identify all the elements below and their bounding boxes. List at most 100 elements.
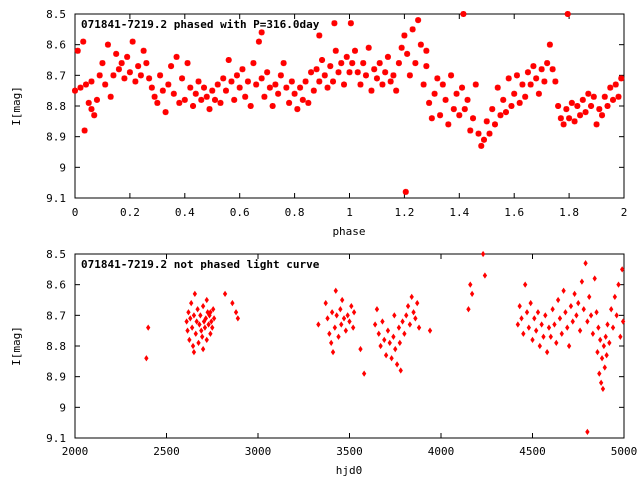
x-axis-label: hjd0 bbox=[336, 464, 363, 477]
data-point bbox=[571, 118, 578, 125]
data-point bbox=[146, 75, 153, 82]
data-point bbox=[200, 345, 206, 353]
data-point bbox=[533, 75, 540, 82]
data-point bbox=[544, 60, 551, 67]
data-point bbox=[316, 78, 323, 85]
y-tick-label: 8.9 bbox=[46, 371, 66, 384]
data-point bbox=[420, 81, 427, 88]
data-point bbox=[299, 96, 306, 103]
x-tick-label: 3000 bbox=[245, 445, 272, 458]
data-point bbox=[327, 330, 332, 337]
data-point bbox=[329, 309, 335, 316]
data-point bbox=[615, 93, 622, 100]
data-point bbox=[434, 75, 441, 82]
data-point bbox=[466, 306, 471, 313]
x-tick-label: 1 bbox=[346, 206, 353, 219]
data-point bbox=[561, 287, 566, 294]
data-point bbox=[565, 324, 570, 331]
data-point bbox=[564, 11, 571, 17]
data-point bbox=[327, 63, 334, 70]
data-point bbox=[460, 11, 467, 17]
data-point bbox=[333, 287, 338, 294]
data-point bbox=[258, 29, 265, 36]
data-point bbox=[597, 370, 602, 377]
x-tick-label: 1.2 bbox=[394, 206, 414, 219]
x-tick-label: 2500 bbox=[153, 445, 180, 458]
data-point bbox=[557, 115, 564, 122]
x-tick-label: 0 bbox=[72, 206, 79, 219]
data-point bbox=[568, 303, 574, 310]
x-tick-label: 0.2 bbox=[120, 206, 140, 219]
data-point bbox=[220, 75, 227, 82]
data-point bbox=[121, 75, 128, 82]
data-point bbox=[151, 93, 158, 100]
y-tick-label: 8.6 bbox=[46, 39, 66, 52]
data-point bbox=[468, 281, 473, 288]
data-point bbox=[588, 103, 595, 109]
data-point bbox=[140, 47, 147, 54]
data-point bbox=[194, 318, 199, 325]
data-point bbox=[186, 309, 191, 316]
data-point bbox=[208, 309, 213, 316]
data-point bbox=[406, 72, 413, 79]
data-point bbox=[93, 96, 100, 103]
data-point bbox=[535, 90, 542, 97]
data-point bbox=[508, 103, 515, 109]
data-point bbox=[146, 324, 151, 331]
data-point bbox=[104, 41, 111, 48]
data-point bbox=[255, 38, 262, 45]
data-point bbox=[483, 118, 490, 125]
data-point bbox=[82, 81, 89, 88]
data-point bbox=[519, 81, 526, 88]
data-point bbox=[338, 306, 343, 313]
data-point bbox=[330, 78, 337, 85]
data-point bbox=[550, 306, 555, 313]
data-point bbox=[602, 364, 607, 371]
data-point bbox=[325, 315, 330, 322]
data-point bbox=[233, 72, 240, 79]
data-point bbox=[269, 103, 276, 109]
data-point bbox=[385, 327, 391, 334]
y-tick-label: 8.6 bbox=[46, 279, 66, 292]
data-point bbox=[321, 72, 328, 79]
data-point bbox=[199, 327, 204, 334]
y-tick-label: 9 bbox=[59, 401, 66, 414]
chart-title: 071841-7219.2 phased with P=316.0day bbox=[81, 18, 320, 31]
data-point bbox=[566, 115, 573, 122]
data-point bbox=[563, 106, 570, 113]
data-point bbox=[489, 106, 496, 113]
data-point bbox=[358, 345, 363, 353]
data-point bbox=[332, 324, 338, 331]
data-point bbox=[516, 99, 523, 106]
data-point bbox=[464, 96, 471, 103]
x-tick-label: 0.4 bbox=[175, 206, 195, 219]
data-point bbox=[601, 342, 607, 350]
data-point bbox=[546, 41, 553, 48]
data-point bbox=[618, 333, 623, 340]
data-point bbox=[373, 75, 380, 82]
data-point bbox=[528, 299, 533, 307]
y-tick-label: 9.1 bbox=[46, 432, 66, 445]
data-point bbox=[329, 339, 334, 347]
data-point bbox=[338, 60, 345, 67]
data-point bbox=[159, 87, 166, 94]
data-point bbox=[211, 315, 217, 322]
data-point bbox=[577, 112, 584, 119]
data-point bbox=[532, 315, 537, 322]
data-point bbox=[391, 333, 396, 340]
data-point bbox=[235, 315, 241, 322]
data-point bbox=[482, 272, 488, 279]
data-point bbox=[526, 324, 532, 331]
data-point bbox=[347, 318, 352, 325]
data-point bbox=[596, 324, 601, 331]
data-point bbox=[170, 90, 177, 97]
data-point bbox=[210, 324, 215, 331]
data-point bbox=[599, 355, 605, 362]
data-point bbox=[85, 99, 92, 106]
data-point bbox=[148, 84, 155, 91]
data-point bbox=[384, 53, 391, 60]
y-tick-label: 8.7 bbox=[46, 309, 66, 322]
data-point bbox=[115, 66, 122, 73]
data-point bbox=[242, 93, 249, 100]
data-point bbox=[188, 315, 193, 322]
